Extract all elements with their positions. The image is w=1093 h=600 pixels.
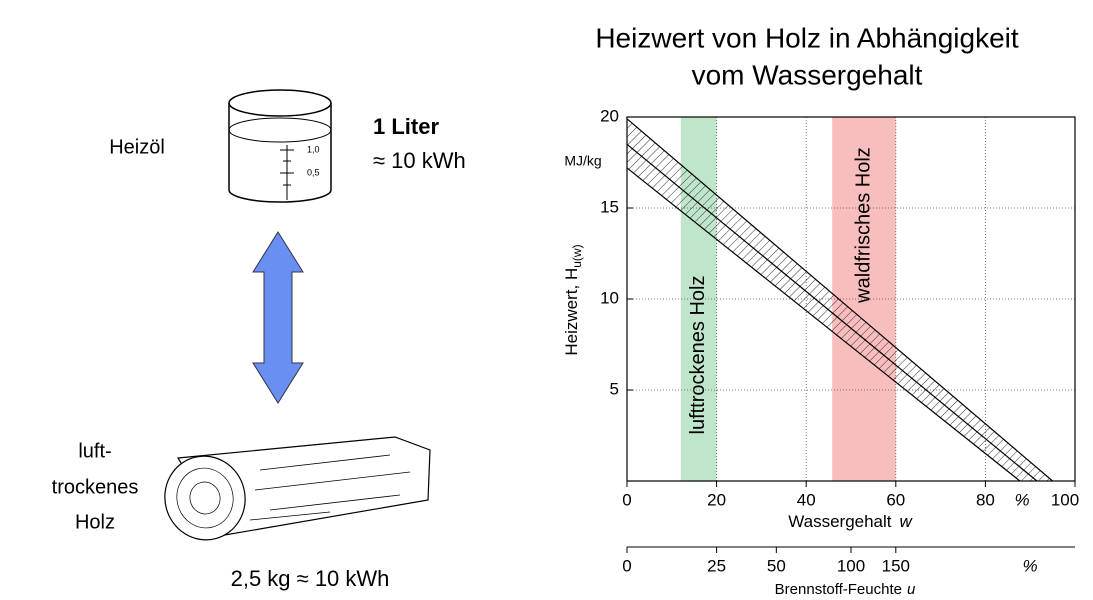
x-tick-label: 40	[797, 490, 816, 509]
x2-tick-label: 150	[882, 556, 910, 575]
line	[626, 118, 1053, 482]
y-tick-label: 10	[600, 288, 619, 307]
x-label-var: w	[900, 512, 914, 531]
region-label: lufttrockenes Holz	[687, 276, 709, 435]
x-unit: %	[1014, 490, 1029, 509]
chart-title: Heizwert von Holz in Abhängigkeit	[595, 22, 1019, 53]
y-label-main: Heizwert, H	[562, 268, 581, 356]
wood-label: Holz	[75, 511, 115, 533]
y-tick-label: 20	[600, 106, 619, 125]
oil-energy: ≈ 10 kWh	[373, 148, 466, 173]
plot-frame	[626, 116, 1076, 482]
x2-unit: %	[1022, 556, 1037, 575]
y-label: Heizwert, Hu(w)	[562, 244, 584, 355]
y-tick-label: 15	[600, 197, 619, 216]
beaker-mark: 1,0	[307, 144, 320, 154]
x-label: Wassergehalt w	[788, 512, 913, 531]
line	[626, 143, 1038, 482]
log	[164, 436, 431, 541]
double-arrow	[252, 231, 304, 404]
x2-label-main: Brennstoff-Feuchte	[775, 581, 902, 598]
x-tick-label: 60	[886, 490, 905, 509]
x2-tick-label: 50	[767, 556, 786, 575]
x-tick-label: 80	[976, 490, 995, 509]
x-tick-label: 0	[622, 490, 631, 509]
x2-tick-label: 0	[622, 556, 631, 575]
x2-label-var: u	[907, 581, 916, 598]
x-tick-label: 20	[707, 490, 726, 509]
y-tick-label: 5	[610, 379, 619, 398]
wood-label: trockenes	[52, 476, 139, 498]
wood-label: luft-	[78, 440, 111, 462]
oil-amount: 1 Liter	[373, 114, 439, 139]
x-tick-label: 100	[1051, 490, 1079, 509]
beaker-mark: 0,5	[307, 167, 320, 177]
beaker	[228, 89, 332, 203]
x2-tick-label: 25	[707, 556, 726, 575]
x-label-main: Wassergehalt	[788, 512, 892, 531]
oil-label: Heizöl	[109, 136, 165, 158]
line	[626, 167, 1021, 482]
y-label-sub: u(w)	[570, 244, 584, 267]
chart-title: vom Wassergehalt	[692, 59, 923, 90]
y-unit: MJ/kg	[564, 153, 601, 169]
x2-tick-label: 100	[837, 556, 865, 575]
wood-energy: 2,5 kg ≈ 10 kWh	[231, 566, 390, 591]
x2-label: Brennstoff-Feuchte u	[775, 581, 916, 598]
region-label: waldfrisches Holz	[852, 147, 874, 304]
